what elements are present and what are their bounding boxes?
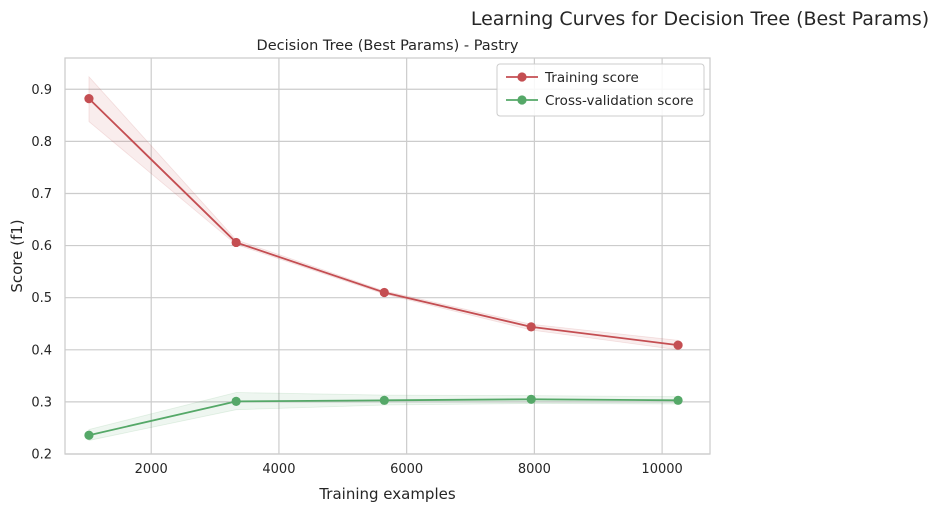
y-tick-label: 0.8 <box>31 135 52 150</box>
x-tick-labels: 2000 4000 6000 8000 10000 <box>135 462 683 477</box>
cross-validation-score-point <box>673 395 683 405</box>
cross-validation-score-point <box>84 430 94 440</box>
cross-validation-score-point <box>526 394 536 404</box>
training-score-point <box>379 287 389 298</box>
series-markers <box>84 94 683 440</box>
legend-box <box>496 63 705 117</box>
training-score-point <box>84 94 94 104</box>
y-tick-label: 0.2 <box>31 448 52 463</box>
legend-cross-validation-score-marker <box>517 95 527 105</box>
x-axis-label: Training examples <box>318 485 456 503</box>
legend-training-score-label: Training score <box>544 70 639 86</box>
chart-title: Decision Tree (Best Params) - Pastry <box>257 38 519 54</box>
x-tick-label: 10000 <box>641 462 682 477</box>
y-tick-label: 0.6 <box>31 239 52 254</box>
y-tick-label: 0.9 <box>31 83 52 98</box>
training-score-point <box>673 340 683 350</box>
training-score-point <box>231 237 241 248</box>
x-tick-label: 4000 <box>262 462 295 477</box>
y-tick-label: 0.4 <box>31 343 52 358</box>
figure-suptitle: Learning Curves for Decision Tree (Best … <box>471 8 929 30</box>
legend-training-score-marker <box>517 72 527 82</box>
y-tick-label: 0.5 <box>31 291 52 306</box>
plot-frame <box>64 57 711 455</box>
x-tick-label: 2000 <box>135 462 168 477</box>
y-tick-labels: 0.2 0.3 0.4 0.5 0.6 0.7 0.8 0.9 <box>31 83 52 463</box>
grid-lines <box>65 58 710 455</box>
x-tick-label: 8000 <box>518 462 551 477</box>
x-tick-label: 6000 <box>390 462 423 477</box>
plot-area <box>65 58 710 454</box>
training-score-point <box>526 322 536 332</box>
cross-validation-score-point <box>231 396 241 406</box>
legend-cross-validation-score-label: Cross-validation score <box>545 93 694 109</box>
y-tick-label: 0.7 <box>31 187 52 202</box>
y-tick-label: 0.3 <box>31 395 52 410</box>
cross-validation-score-point <box>379 395 389 405</box>
legend: Training score Cross-validation score <box>496 63 705 117</box>
y-axis-label: Score (f1) <box>8 219 26 292</box>
